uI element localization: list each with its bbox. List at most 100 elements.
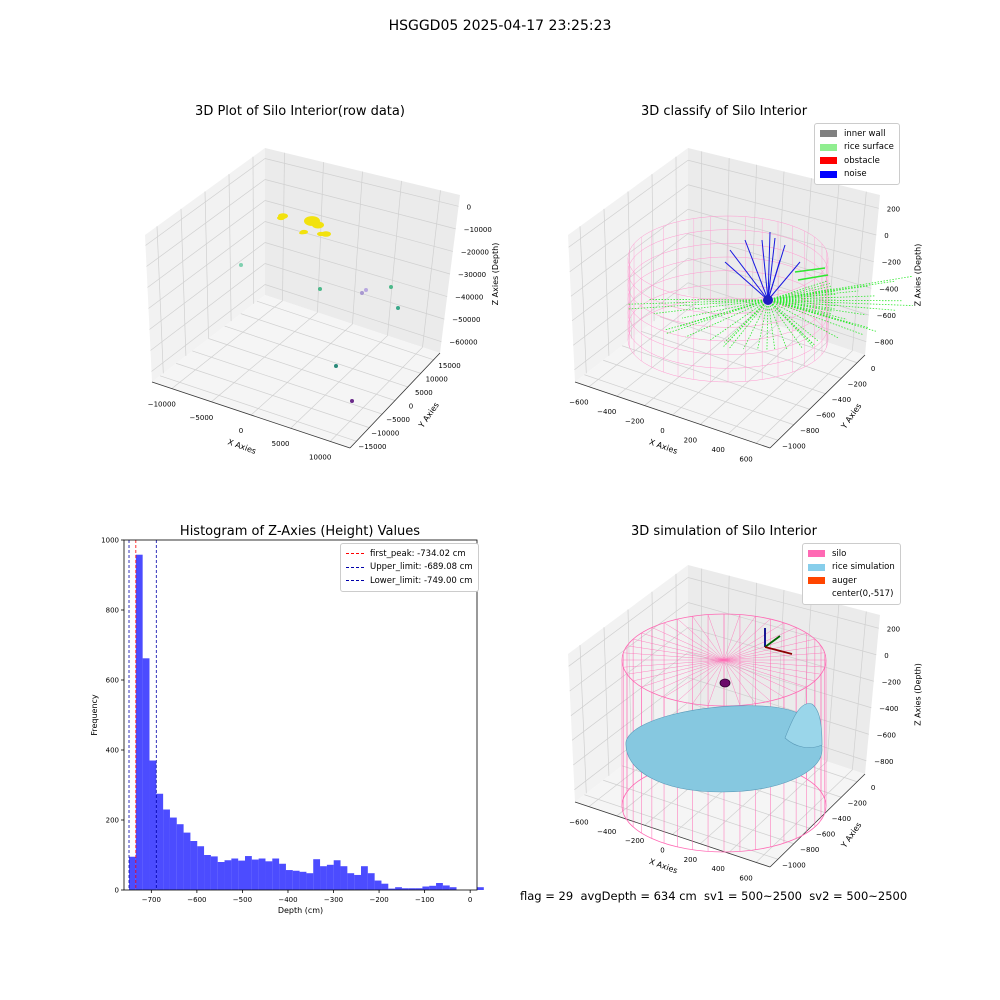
- grid-line: [568, 159, 689, 248]
- x-tick-label: −700: [142, 896, 161, 904]
- z-tick-label: −400: [879, 285, 898, 293]
- grid-line: [826, 184, 840, 343]
- legend-entry: rice surface: [820, 141, 894, 155]
- y-tick-label: 600: [106, 677, 119, 685]
- rice-surface-ray: [681, 299, 769, 319]
- x-tick-label: −100: [415, 896, 434, 904]
- rice-surface-ray: [626, 299, 769, 305]
- z-axis-label: Z Axies (Depth): [914, 244, 923, 307]
- rice-surface-ray: [767, 299, 864, 336]
- x-tick-label: 200: [684, 436, 697, 444]
- histogram-bar: [210, 856, 218, 890]
- grid-line: [687, 627, 874, 682]
- histogram-bar: [231, 858, 239, 890]
- grid-line: [149, 242, 266, 330]
- legend-entry: Upper_limit: -689.08 cm: [346, 561, 473, 575]
- grid-line: [264, 284, 442, 343]
- y-tick-label: −600: [816, 411, 835, 419]
- grid-line: [571, 652, 689, 741]
- z-tick-label: −60000: [449, 339, 477, 347]
- y-tick-label: −200: [848, 380, 867, 388]
- simulation-legend: silo rice simulation auger center(0,-517): [802, 543, 901, 605]
- grid-line: [224, 325, 408, 388]
- histogram-title: Histogram of Z-Axies (Height) Values: [179, 524, 421, 539]
- axis-line: [574, 381, 771, 449]
- floor-pane: [152, 295, 440, 448]
- grid-line: [627, 191, 632, 339]
- legend-label: rice simulation: [832, 562, 895, 573]
- x-axis-label: X Axies: [648, 857, 679, 876]
- figure-title: HSGGD05 2025-04-17 23:25:23: [388, 18, 612, 34]
- raw-point-cluster: [299, 231, 305, 235]
- noise-ray: [767, 259, 781, 301]
- grid-line: [569, 602, 689, 692]
- raw-point-cluster: [317, 231, 325, 237]
- y-tick-label: −15000: [358, 443, 386, 451]
- grid-line: [570, 627, 689, 716]
- grid-line: [579, 226, 587, 374]
- histogram-bar: [408, 888, 416, 890]
- legend-swatch: [820, 143, 837, 151]
- z-tick-label: −10000: [464, 226, 492, 234]
- grid-line: [192, 350, 383, 415]
- auger-marker: [719, 678, 731, 688]
- grid-line: [147, 200, 266, 288]
- y-tick-label: −400: [832, 396, 851, 404]
- x-tick-label: −10000: [148, 401, 176, 409]
- noise-cluster: [763, 295, 773, 305]
- rice-surface-ray: [767, 299, 813, 344]
- z-tick-label: 0: [884, 652, 888, 660]
- noise-ray: [724, 261, 769, 301]
- y-axis-label: Frequency: [90, 694, 99, 736]
- grid-line: [603, 359, 794, 426]
- histogram-bar: [245, 856, 252, 890]
- legend-line-sample: [346, 553, 364, 555]
- grid-line: [727, 761, 828, 854]
- grid-line: [150, 263, 266, 351]
- right-pane: [265, 148, 460, 353]
- y-tick-label: −5000: [386, 416, 410, 424]
- grid-line: [826, 604, 840, 762]
- legend-line-sample: [346, 566, 364, 568]
- rice-surface-ray: [685, 299, 769, 338]
- z-tick-label: −50000: [452, 316, 480, 324]
- grid-line: [603, 779, 794, 845]
- x-tick-label: −300: [324, 896, 343, 904]
- raw-point: [396, 306, 400, 310]
- y-tick-label: −800: [800, 427, 819, 435]
- grid-line: [573, 257, 689, 346]
- legend-label: inner wall: [844, 128, 886, 139]
- legend-swatch: [808, 591, 825, 598]
- histogram-bar: [169, 817, 177, 890]
- y-tick-label: 200: [106, 817, 119, 825]
- histogram-bar: [224, 860, 232, 890]
- raw-point-cluster: [277, 215, 285, 221]
- left-pane: [568, 565, 688, 802]
- histogram-bar: [401, 888, 409, 890]
- grid-line: [675, 156, 678, 304]
- x-tick-label: 600: [739, 455, 752, 463]
- grid-line: [573, 677, 689, 766]
- grid-line: [750, 164, 757, 317]
- left-pane: [145, 148, 265, 382]
- y-tick-label: 0: [115, 887, 119, 895]
- grid-line: [208, 338, 396, 401]
- x-tick-label: −200: [369, 896, 388, 904]
- x-axis-label: X Axies: [226, 437, 257, 456]
- z-tick-label: −200: [882, 678, 901, 686]
- legend-swatch: [820, 157, 837, 165]
- z-tick-label: −40000: [455, 294, 483, 302]
- legend-label: Upper_limit: -689.08 cm: [370, 562, 473, 573]
- y-tick-label: −400: [832, 815, 851, 823]
- legend-label: rice surface: [844, 142, 894, 153]
- legend-entry: noise: [820, 168, 894, 182]
- y-tick-label: 0: [871, 784, 875, 792]
- simulation-3d-plot: −600 −400 −200 0 200 400 600 0 −200 −400 −600 −800 −…: [568, 565, 923, 882]
- histogram-bar: [429, 885, 437, 890]
- rice-surface-ray: [766, 299, 769, 351]
- histogram-bar: [285, 870, 293, 890]
- legend-entry: silo: [808, 547, 895, 561]
- x-tick-label: −400: [597, 828, 616, 836]
- y-tick-label: 15000: [438, 362, 460, 370]
- y-tick-label: −10000: [371, 430, 399, 438]
